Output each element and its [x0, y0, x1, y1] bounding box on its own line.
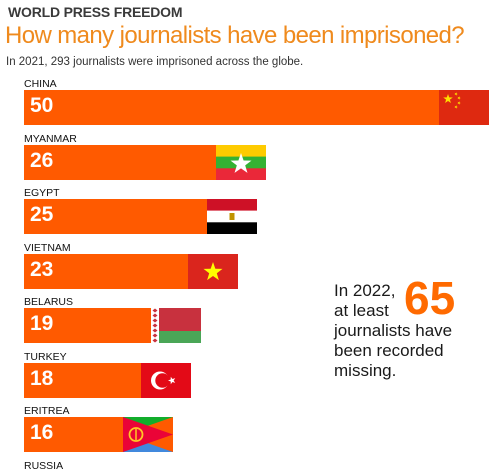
bar: 18	[24, 362, 191, 398]
chart-title: How many journalists have been imprisone…	[5, 22, 465, 49]
egypt-flag-icon	[207, 199, 257, 234]
turkey-flag-icon	[141, 362, 191, 398]
bar-value-label: 16	[30, 421, 54, 444]
callout-line-5: missing.	[334, 361, 397, 380]
chart-subtitle: In 2021, 293 journalists were imprisoned…	[6, 56, 304, 68]
bar-value-label: 19	[30, 312, 54, 335]
country-label: VIETNAM	[24, 241, 71, 254]
country-label: BELARUS	[24, 296, 74, 308]
bar: 26	[24, 144, 266, 180]
country-label: EGYPT	[24, 187, 60, 199]
callout-line-2: at least	[334, 301, 389, 320]
country-label: TURKEY	[24, 350, 67, 363]
missing-journalists-callout: In 2022, at least 65 journalists have be…	[334, 275, 455, 381]
country-label: MYANMAR	[24, 132, 77, 145]
eritrea-flag-icon	[123, 417, 173, 452]
country-label: ERITREA	[24, 405, 70, 417]
belarus-flag-icon	[151, 308, 201, 343]
bar-value-label: 18	[30, 366, 54, 390]
bar: 19	[24, 308, 201, 343]
bar: 50	[24, 90, 489, 125]
bar: 25	[24, 199, 257, 234]
bar: 23	[24, 253, 238, 289]
callout-line-3: journalists have	[334, 321, 453, 340]
callout-line-4: been recorded	[334, 341, 444, 360]
bar-value-label: 26	[30, 148, 54, 172]
callout-line-1: In 2022,	[334, 281, 396, 300]
myanmar-flag-icon	[216, 144, 266, 180]
country-label: RUSSIA	[24, 459, 64, 472]
bar-value-label: 50	[30, 94, 54, 117]
callout-number: 65	[404, 272, 456, 324]
country-label: CHINA	[24, 78, 57, 90]
china-flag-icon	[439, 90, 489, 125]
vietnam-flag-icon	[188, 253, 238, 289]
chart-kicker: WORLD PRESS FREEDOM	[8, 4, 183, 20]
bar-value-label: 25	[30, 203, 54, 226]
bar-value-label: 23	[30, 257, 54, 281]
bar: 16	[24, 417, 173, 452]
